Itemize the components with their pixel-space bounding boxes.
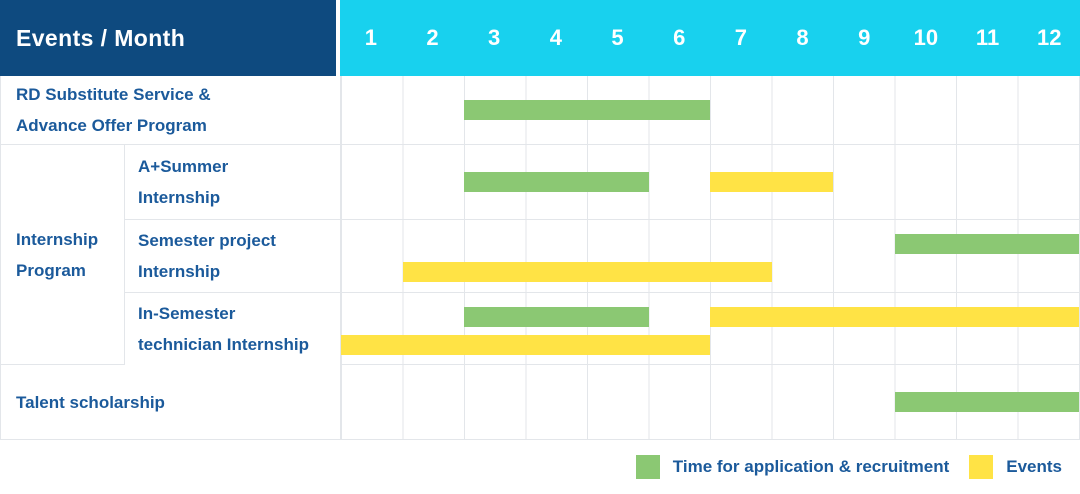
row-label-line: Advance Offer Program <box>16 116 207 135</box>
application-recruitment-bar <box>894 234 1079 254</box>
application-recruitment-bar <box>464 100 710 120</box>
row-label-line: RD Substitute Service & <box>16 85 211 104</box>
month-header-cell: 5 <box>611 25 624 50</box>
events-bar <box>710 172 833 192</box>
yellow-swatch-icon <box>969 455 994 479</box>
application-recruitment-bar <box>464 307 649 327</box>
group-label-internship-program: Internship Program <box>1 145 125 365</box>
application-recruitment-bar <box>894 392 1079 412</box>
events-bar <box>710 307 1079 327</box>
events-month-header: Events / Month <box>0 0 336 76</box>
chart-header: Events / Month 1 2 3 4 5 6 7 8 9 10 11 12 <box>0 0 1080 76</box>
row-timeline-a-summer-internship <box>341 145 1080 219</box>
application-recruitment-bar <box>464 172 649 192</box>
events-bar <box>341 335 710 355</box>
row-timeline-in-semester-technician-internship <box>341 293 1080 365</box>
month-header-cell: 8 <box>796 25 809 50</box>
month-header-cell: 11 <box>975 25 1000 50</box>
legend-label-application-recruitment: Time for application & recruitment <box>672 457 950 476</box>
month-header-cell: 4 <box>549 25 562 50</box>
row-timeline-rd-substitute <box>341 76 1080 144</box>
row-label-a-summer-internship: A+Summer Internship <box>125 145 341 219</box>
row-label-semester-project-internship: Semester project Internship <box>125 220 341 292</box>
row-label-line: Internship <box>138 188 221 207</box>
page-title: Events / Month <box>16 24 186 51</box>
month-header-cell: 12 <box>1036 25 1062 50</box>
row-label-line: A+Summer <box>138 157 229 176</box>
row-label-in-semester-technician-internship: In-Semester technician Internship <box>125 293 341 365</box>
gantt-row-semester-project-internship: Semester project Internship <box>125 220 1080 293</box>
month-header-cell: 1 <box>364 25 377 50</box>
row-label-line: technician Internship <box>138 335 309 354</box>
row-timeline-talent-scholarship <box>341 365 1080 439</box>
row-label-rd-substitute: RD Substitute Service & Advance Offer Pr… <box>1 76 341 144</box>
row-timeline-semester-project-internship <box>341 220 1080 292</box>
events-bar <box>402 262 772 282</box>
month-header-cell: 3 <box>488 25 501 50</box>
row-label-line: Semester project <box>138 231 276 250</box>
month-header-cell: 10 <box>913 25 939 50</box>
month-header-cell: 7 <box>734 25 747 50</box>
gantt-row-a-summer-internship: A+Summer Internship <box>125 145 1080 220</box>
month-header-cell: 6 <box>673 25 686 50</box>
legend-item-application-recruitment: Time for application & recruitment <box>635 455 950 479</box>
legend: Time for application & recruitment Event… <box>0 440 1080 494</box>
month-header: 1 2 3 4 5 6 7 8 9 10 11 12 <box>340 0 1080 76</box>
row-label-line: Talent scholarship <box>16 392 165 412</box>
header-divider <box>336 0 340 76</box>
group-label-line: Internship <box>16 229 99 249</box>
row-label-line: Internship <box>138 262 221 281</box>
gantt-group-internship-program: Internship Program A+Summer Internship S… <box>1 145 1080 365</box>
legend-label-events: Events <box>1006 457 1062 476</box>
group-label-line: Program <box>16 260 86 280</box>
row-label-talent-scholarship: Talent scholarship <box>1 365 341 439</box>
month-header-cell: 9 <box>858 25 871 50</box>
gantt-row-rd-substitute: RD Substitute Service & Advance Offer Pr… <box>1 76 1080 145</box>
legend-item-events: Events <box>969 455 1062 479</box>
gantt-row-in-semester-technician-internship: In-Semester technician Internship <box>125 293 1080 365</box>
green-swatch-icon <box>635 455 660 479</box>
gantt-body: RD Substitute Service & Advance Offer Pr… <box>0 76 1080 440</box>
row-label-line: In-Semester <box>138 304 236 323</box>
gantt-row-talent-scholarship: Talent scholarship <box>1 365 1080 440</box>
month-header-cell: 2 <box>426 25 439 50</box>
group-rows: A+Summer Internship Semester project Int… <box>125 145 1080 365</box>
